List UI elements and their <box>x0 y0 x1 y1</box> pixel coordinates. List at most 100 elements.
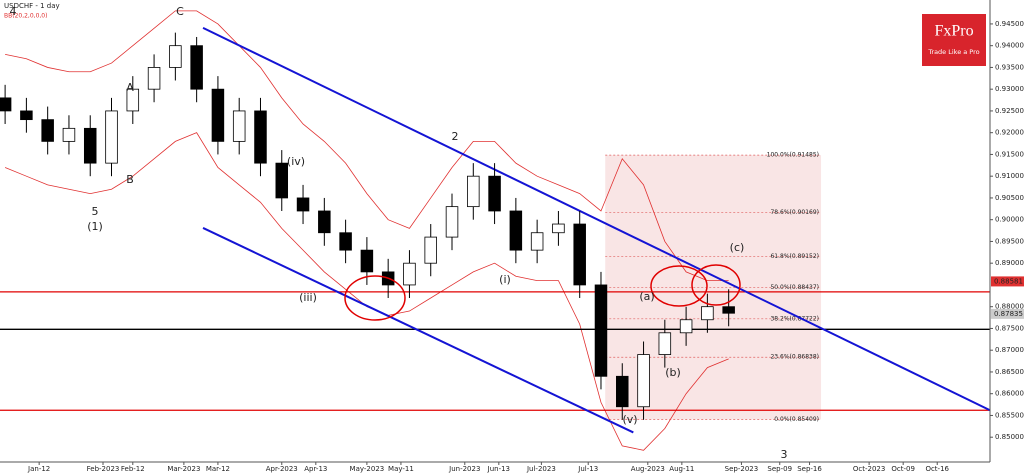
candle-body <box>147 67 161 90</box>
candle-body <box>126 88 140 112</box>
plot-area: 100.0%(0.91485) 78.6%(0.90169) 61.8%(0.891… <box>0 10 991 451</box>
candle-body <box>403 262 416 286</box>
x-tick-label: Mar-12 <box>206 465 230 473</box>
y-tick-label: 0.87000 <box>995 346 1024 354</box>
x-tick-label: Oct-09 <box>891 465 915 473</box>
wave-label: A <box>126 81 134 94</box>
y-tick-label: 0.94500 <box>995 20 1024 28</box>
x-tick-label: Oct-2023 <box>853 465 885 473</box>
candle-body <box>339 232 352 251</box>
candle-body <box>594 284 608 377</box>
y-tick-label: 0.89000 <box>995 259 1024 267</box>
wave-label: (c) <box>730 241 745 254</box>
y-tick-label: 0.90000 <box>995 216 1024 224</box>
candle-body <box>169 45 182 68</box>
candle-body <box>0 97 12 112</box>
x-tick-label: Jun-13 <box>487 465 510 473</box>
x-tick-label: Jan-12 <box>27 465 50 473</box>
x-tick-label: Aug-11 <box>669 465 694 473</box>
chart-title: USDCHF - 1 day <box>4 2 60 10</box>
x-tick-label: Oct-16 <box>925 465 949 473</box>
y-tick-label: 0.94000 <box>995 42 1024 50</box>
wave-label: 2 <box>452 130 459 143</box>
y-tick-label: 0.92000 <box>995 129 1024 137</box>
indicator-label: BB(20,2,0,0,0) <box>4 13 47 20</box>
candle-body <box>722 306 735 314</box>
x-tick-label: Apr-2023 <box>266 465 298 473</box>
candle-body <box>211 88 225 142</box>
candle-body <box>296 197 310 212</box>
x-tick-label: Aug-2023 <box>631 465 665 473</box>
candle-body <box>424 236 437 264</box>
fib-label: 100.0%(0.91485) <box>767 152 819 159</box>
wave-label: 4 <box>10 5 17 18</box>
x-tick-label: Apr-13 <box>304 465 327 473</box>
fib-label: 38.2%(0.87722) <box>770 315 819 322</box>
fib-label: 50.0%(0.88437) <box>770 284 819 291</box>
wave-label: (iv) <box>287 155 305 168</box>
y-tick-label: 0.86500 <box>995 368 1024 376</box>
x-tick-label: Jul-2023 <box>526 465 556 473</box>
fib-label: 78.6%(0.90169) <box>770 209 819 216</box>
wave-label: (v) <box>622 413 637 426</box>
wave-label: (1) <box>87 220 103 233</box>
candle-body <box>62 127 76 142</box>
candle-body <box>232 110 246 142</box>
fib-label: 0.0%(0.85409) <box>774 416 819 423</box>
wave-label: C <box>176 5 184 18</box>
x-tick-label: Sep-09 <box>767 465 792 473</box>
y-tick-label: 0.93500 <box>995 63 1024 71</box>
x-tick-label: Sep-2023 <box>725 465 759 473</box>
candle-body <box>105 110 118 164</box>
x-tick-label: May-11 <box>388 465 414 473</box>
candle-body <box>275 162 289 199</box>
highlight-circle <box>344 275 406 321</box>
x-tick-label: Feb-12 <box>121 465 145 473</box>
x-tick-label: Jun-2023 <box>448 465 480 473</box>
candle-body <box>530 232 544 251</box>
candle-body <box>190 45 203 90</box>
bollinger-band <box>5 10 729 281</box>
fib-label: 61.8%(0.89152) <box>770 253 819 260</box>
price-tag-label: 0.88581 <box>994 277 1023 285</box>
candle-body <box>41 119 54 142</box>
candle-body <box>360 249 374 273</box>
candle-body <box>658 332 672 355</box>
candle-body <box>488 175 501 212</box>
x-tick-label: May-2023 <box>350 465 385 473</box>
y-tick-label: 0.87500 <box>995 324 1024 332</box>
y-tick-label: 0.92500 <box>995 107 1024 115</box>
x-tick-label: Mar-2023 <box>167 465 200 473</box>
y-tick-label: 0.89500 <box>995 237 1024 245</box>
y-tick-label: 0.93000 <box>995 85 1024 93</box>
candle-body <box>83 127 97 164</box>
y-tick-label: 0.88000 <box>995 303 1024 311</box>
wave-label: 5 <box>92 205 99 218</box>
candle-body <box>509 210 523 251</box>
y-tick-label: 0.91000 <box>995 172 1024 180</box>
wave-label: (iii) <box>299 291 317 304</box>
logo <box>922 14 986 66</box>
x-tick-label: Feb-2023 <box>87 465 120 473</box>
candle-body <box>701 306 714 321</box>
candle-body <box>616 375 629 408</box>
wave-label: (b) <box>665 366 681 379</box>
candle-body <box>467 175 480 208</box>
candle-body <box>552 223 565 234</box>
logo-name: FxPro <box>934 23 973 40</box>
candle-body <box>445 206 459 238</box>
y-tick-label: 0.91500 <box>995 150 1024 158</box>
y-tick-label: 0.86000 <box>995 390 1024 398</box>
candle-body <box>254 110 267 164</box>
fib-label: 23.6%(0.86838) <box>770 354 819 361</box>
wave-label: 3 <box>781 448 788 461</box>
wave-label: (i) <box>499 273 511 286</box>
candle-body <box>573 223 586 286</box>
y-tick-label: 0.85000 <box>995 433 1024 441</box>
logo-tagline: Trade Like a Pro <box>927 48 979 56</box>
y-tick-label: 0.85500 <box>995 411 1024 419</box>
price-tag-label: 0.87835 <box>994 310 1023 318</box>
channel-line <box>202 26 991 412</box>
highlight-circle <box>650 265 708 307</box>
candle-body <box>637 354 650 408</box>
